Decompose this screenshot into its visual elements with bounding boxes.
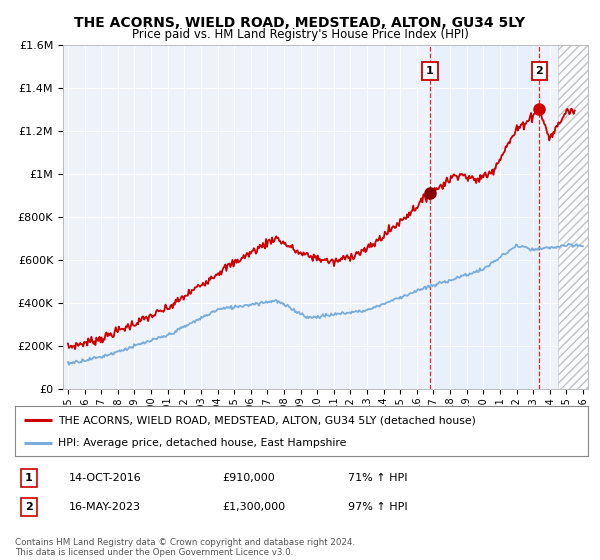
Bar [558,45,592,389]
Text: Price paid vs. HM Land Registry's House Price Index (HPI): Price paid vs. HM Land Registry's House … [131,28,469,41]
Text: 16-MAY-2023: 16-MAY-2023 [69,502,141,512]
Text: THE ACORNS, WIELD ROAD, MEDSTEAD, ALTON, GU34 5LY (detached house): THE ACORNS, WIELD ROAD, MEDSTEAD, ALTON,… [58,415,476,425]
Text: Contains HM Land Registry data © Crown copyright and database right 2024.
This d: Contains HM Land Registry data © Crown c… [15,538,355,557]
Text: 1: 1 [426,66,434,76]
Text: HPI: Average price, detached house, East Hampshire: HPI: Average price, detached house, East… [58,438,346,449]
Bar [430,45,539,389]
Text: THE ACORNS, WIELD ROAD, MEDSTEAD, ALTON, GU34 5LY: THE ACORNS, WIELD ROAD, MEDSTEAD, ALTON,… [74,16,526,30]
Text: 71% ↑ HPI: 71% ↑ HPI [348,473,407,483]
Text: 1: 1 [25,473,32,483]
Text: £1,300,000: £1,300,000 [222,502,285,512]
Bar [558,45,592,389]
Text: 2: 2 [25,502,32,512]
Text: 97% ↑ HPI: 97% ↑ HPI [348,502,407,512]
Text: £910,000: £910,000 [222,473,275,483]
Text: 2: 2 [535,66,543,76]
Text: 14-OCT-2016: 14-OCT-2016 [69,473,142,483]
